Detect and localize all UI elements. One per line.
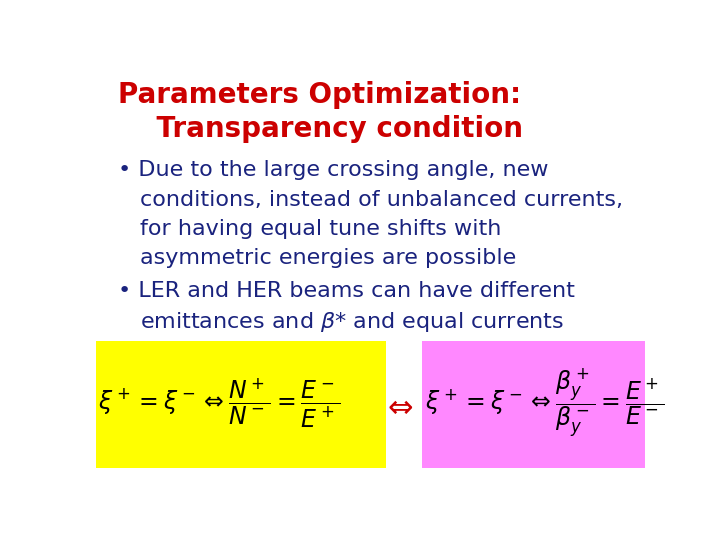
Text: $\Leftrightarrow$: $\Leftrightarrow$ — [382, 393, 414, 422]
Text: Parameters Optimization:: Parameters Optimization: — [118, 82, 521, 110]
Text: $\xi^+ = \xi^- \Leftrightarrow \dfrac{N^+}{N^-} = \dfrac{E^-}{E^+}$: $\xi^+ = \xi^- \Leftrightarrow \dfrac{N^… — [99, 377, 341, 430]
Text: • LER and HER beams can have different: • LER and HER beams can have different — [118, 281, 575, 301]
FancyBboxPatch shape — [96, 341, 386, 468]
Text: asymmetric energies are possible: asymmetric energies are possible — [140, 248, 516, 268]
Text: emittances and $\beta$* and equal currents: emittances and $\beta$* and equal curren… — [140, 310, 564, 334]
FancyBboxPatch shape — [422, 341, 645, 468]
Text: • Due to the large crossing angle, new: • Due to the large crossing angle, new — [118, 160, 549, 180]
Text: for having equal tune shifts with: for having equal tune shifts with — [140, 219, 502, 239]
Text: conditions, instead of unbalanced currents,: conditions, instead of unbalanced curren… — [140, 190, 624, 210]
Text: Transparency condition: Transparency condition — [118, 114, 523, 143]
Text: $\xi^+ = \xi^- \Leftrightarrow \dfrac{\beta_y^+}{\beta_y^-} = \dfrac{E^+}{E^-}$: $\xi^+ = \xi^- \Leftrightarrow \dfrac{\b… — [425, 367, 665, 440]
